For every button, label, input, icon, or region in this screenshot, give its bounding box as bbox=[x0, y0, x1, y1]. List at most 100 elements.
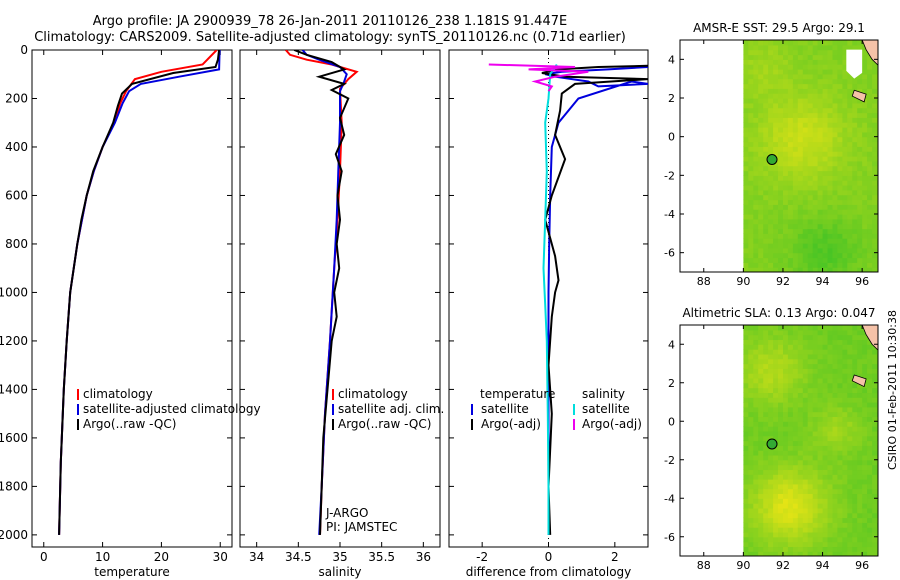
field-cell bbox=[792, 257, 799, 263]
field-cell bbox=[743, 416, 749, 422]
field-cell bbox=[852, 527, 858, 533]
field-cell bbox=[852, 503, 858, 509]
field-cell bbox=[797, 64, 804, 70]
field-cell bbox=[763, 454, 769, 461]
field-cell bbox=[797, 329, 804, 336]
field-cell bbox=[872, 377, 878, 384]
field-cell bbox=[807, 541, 814, 548]
field-cell bbox=[758, 247, 764, 254]
field-cell bbox=[802, 189, 809, 196]
field-cell bbox=[758, 54, 764, 60]
field-cell bbox=[783, 464, 789, 471]
field-cell bbox=[842, 141, 848, 147]
field-cell bbox=[802, 83, 809, 89]
field-cell bbox=[872, 243, 878, 249]
field-cell bbox=[862, 397, 868, 403]
field-cell bbox=[867, 64, 873, 70]
field-cell bbox=[857, 474, 863, 480]
field-cell bbox=[822, 165, 829, 172]
field-cell bbox=[758, 329, 764, 336]
field-cell bbox=[743, 329, 749, 336]
field-cell bbox=[822, 368, 829, 374]
field-cell bbox=[847, 102, 853, 109]
field-cell bbox=[852, 228, 858, 234]
field-cell bbox=[753, 339, 759, 345]
field-cell bbox=[743, 421, 749, 427]
field-cell bbox=[807, 185, 814, 191]
field-cell bbox=[822, 73, 829, 80]
field-cell bbox=[852, 199, 858, 205]
field-cell bbox=[837, 175, 843, 181]
field-cell bbox=[763, 479, 769, 485]
field-cell bbox=[802, 267, 809, 272]
field-cell bbox=[787, 54, 794, 60]
field-cell bbox=[847, 493, 853, 499]
field-cell bbox=[797, 88, 804, 94]
field-cell bbox=[817, 426, 824, 432]
field-cell bbox=[872, 223, 878, 230]
field-cell bbox=[753, 127, 759, 133]
field-cell bbox=[758, 73, 764, 80]
field-cell bbox=[857, 78, 863, 85]
field-cell bbox=[783, 397, 789, 403]
field-cell bbox=[852, 117, 858, 123]
field-cell bbox=[758, 551, 764, 556]
field-cell bbox=[787, 185, 794, 191]
field-cell bbox=[753, 512, 759, 519]
field-cell bbox=[832, 40, 839, 46]
field-cell bbox=[847, 464, 853, 471]
field-cell bbox=[822, 334, 829, 341]
field-cell bbox=[832, 199, 839, 205]
field-cell bbox=[802, 218, 809, 225]
field-cell bbox=[837, 88, 843, 94]
field-cell bbox=[822, 507, 829, 514]
field-cell bbox=[827, 122, 834, 128]
field-cell bbox=[827, 141, 834, 147]
field-cell bbox=[758, 349, 764, 355]
field-cell bbox=[807, 59, 814, 65]
field-cell bbox=[872, 146, 878, 152]
field-cell bbox=[822, 426, 829, 432]
field-cell bbox=[837, 49, 843, 56]
field-cell bbox=[748, 334, 754, 341]
field-cell bbox=[842, 450, 848, 456]
field-cell bbox=[778, 368, 784, 374]
field-cell bbox=[748, 243, 754, 249]
field-cell bbox=[822, 223, 829, 230]
field-cell bbox=[797, 531, 804, 538]
field-cell bbox=[753, 117, 759, 123]
field-cell bbox=[758, 339, 764, 345]
field-cell bbox=[842, 406, 848, 413]
field-cell bbox=[842, 73, 848, 80]
field-cell bbox=[867, 392, 873, 398]
field-cell bbox=[763, 146, 769, 152]
field-cell bbox=[812, 334, 819, 341]
field-cell bbox=[783, 517, 789, 523]
field-cell bbox=[857, 199, 863, 205]
field-cell bbox=[763, 334, 769, 341]
field-cell bbox=[778, 127, 784, 133]
field-cell bbox=[872, 136, 878, 143]
field-cell bbox=[837, 512, 843, 519]
field-cell bbox=[817, 233, 824, 239]
field-cell bbox=[778, 83, 784, 89]
field-cell bbox=[862, 102, 868, 109]
field-cell bbox=[857, 151, 863, 157]
field-cell bbox=[837, 136, 843, 143]
field-cell bbox=[787, 426, 794, 432]
field-cell bbox=[773, 59, 779, 65]
field-cell bbox=[783, 170, 789, 176]
field-cell bbox=[787, 435, 794, 442]
field-cell bbox=[832, 262, 839, 268]
field-cell bbox=[787, 223, 794, 230]
field-cell bbox=[783, 214, 789, 220]
field-cell bbox=[817, 440, 824, 446]
field-cell bbox=[802, 98, 809, 104]
field-cell bbox=[783, 189, 789, 196]
field-cell bbox=[768, 503, 774, 509]
field-cell bbox=[783, 218, 789, 225]
field-cell bbox=[797, 387, 804, 394]
field-cell bbox=[862, 243, 868, 249]
field-cell bbox=[862, 368, 868, 374]
field-cell bbox=[822, 435, 829, 442]
